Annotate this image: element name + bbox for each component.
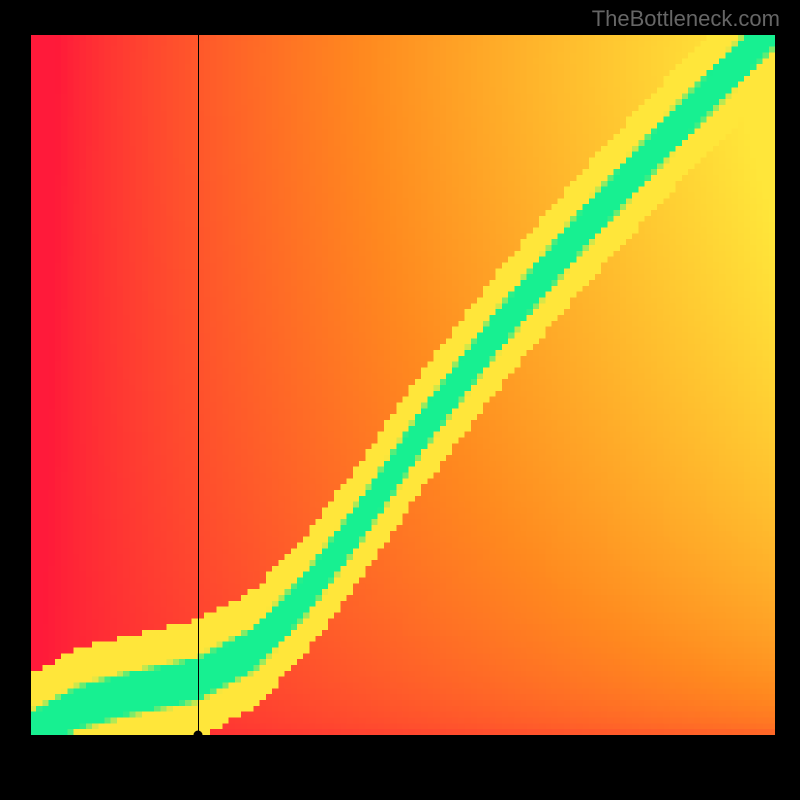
- watermark-text: TheBottleneck.com: [592, 6, 780, 32]
- x-axis-line: [30, 735, 792, 736]
- y-axis-arrow: [26, 20, 36, 29]
- y-axis-line: [30, 27, 31, 758]
- crosshair-dot: [193, 731, 202, 740]
- heatmap-canvas: [30, 35, 775, 735]
- crosshair-vertical: [198, 35, 199, 735]
- heatmap-plot: [30, 35, 775, 735]
- x-axis-arrow: [791, 731, 800, 741]
